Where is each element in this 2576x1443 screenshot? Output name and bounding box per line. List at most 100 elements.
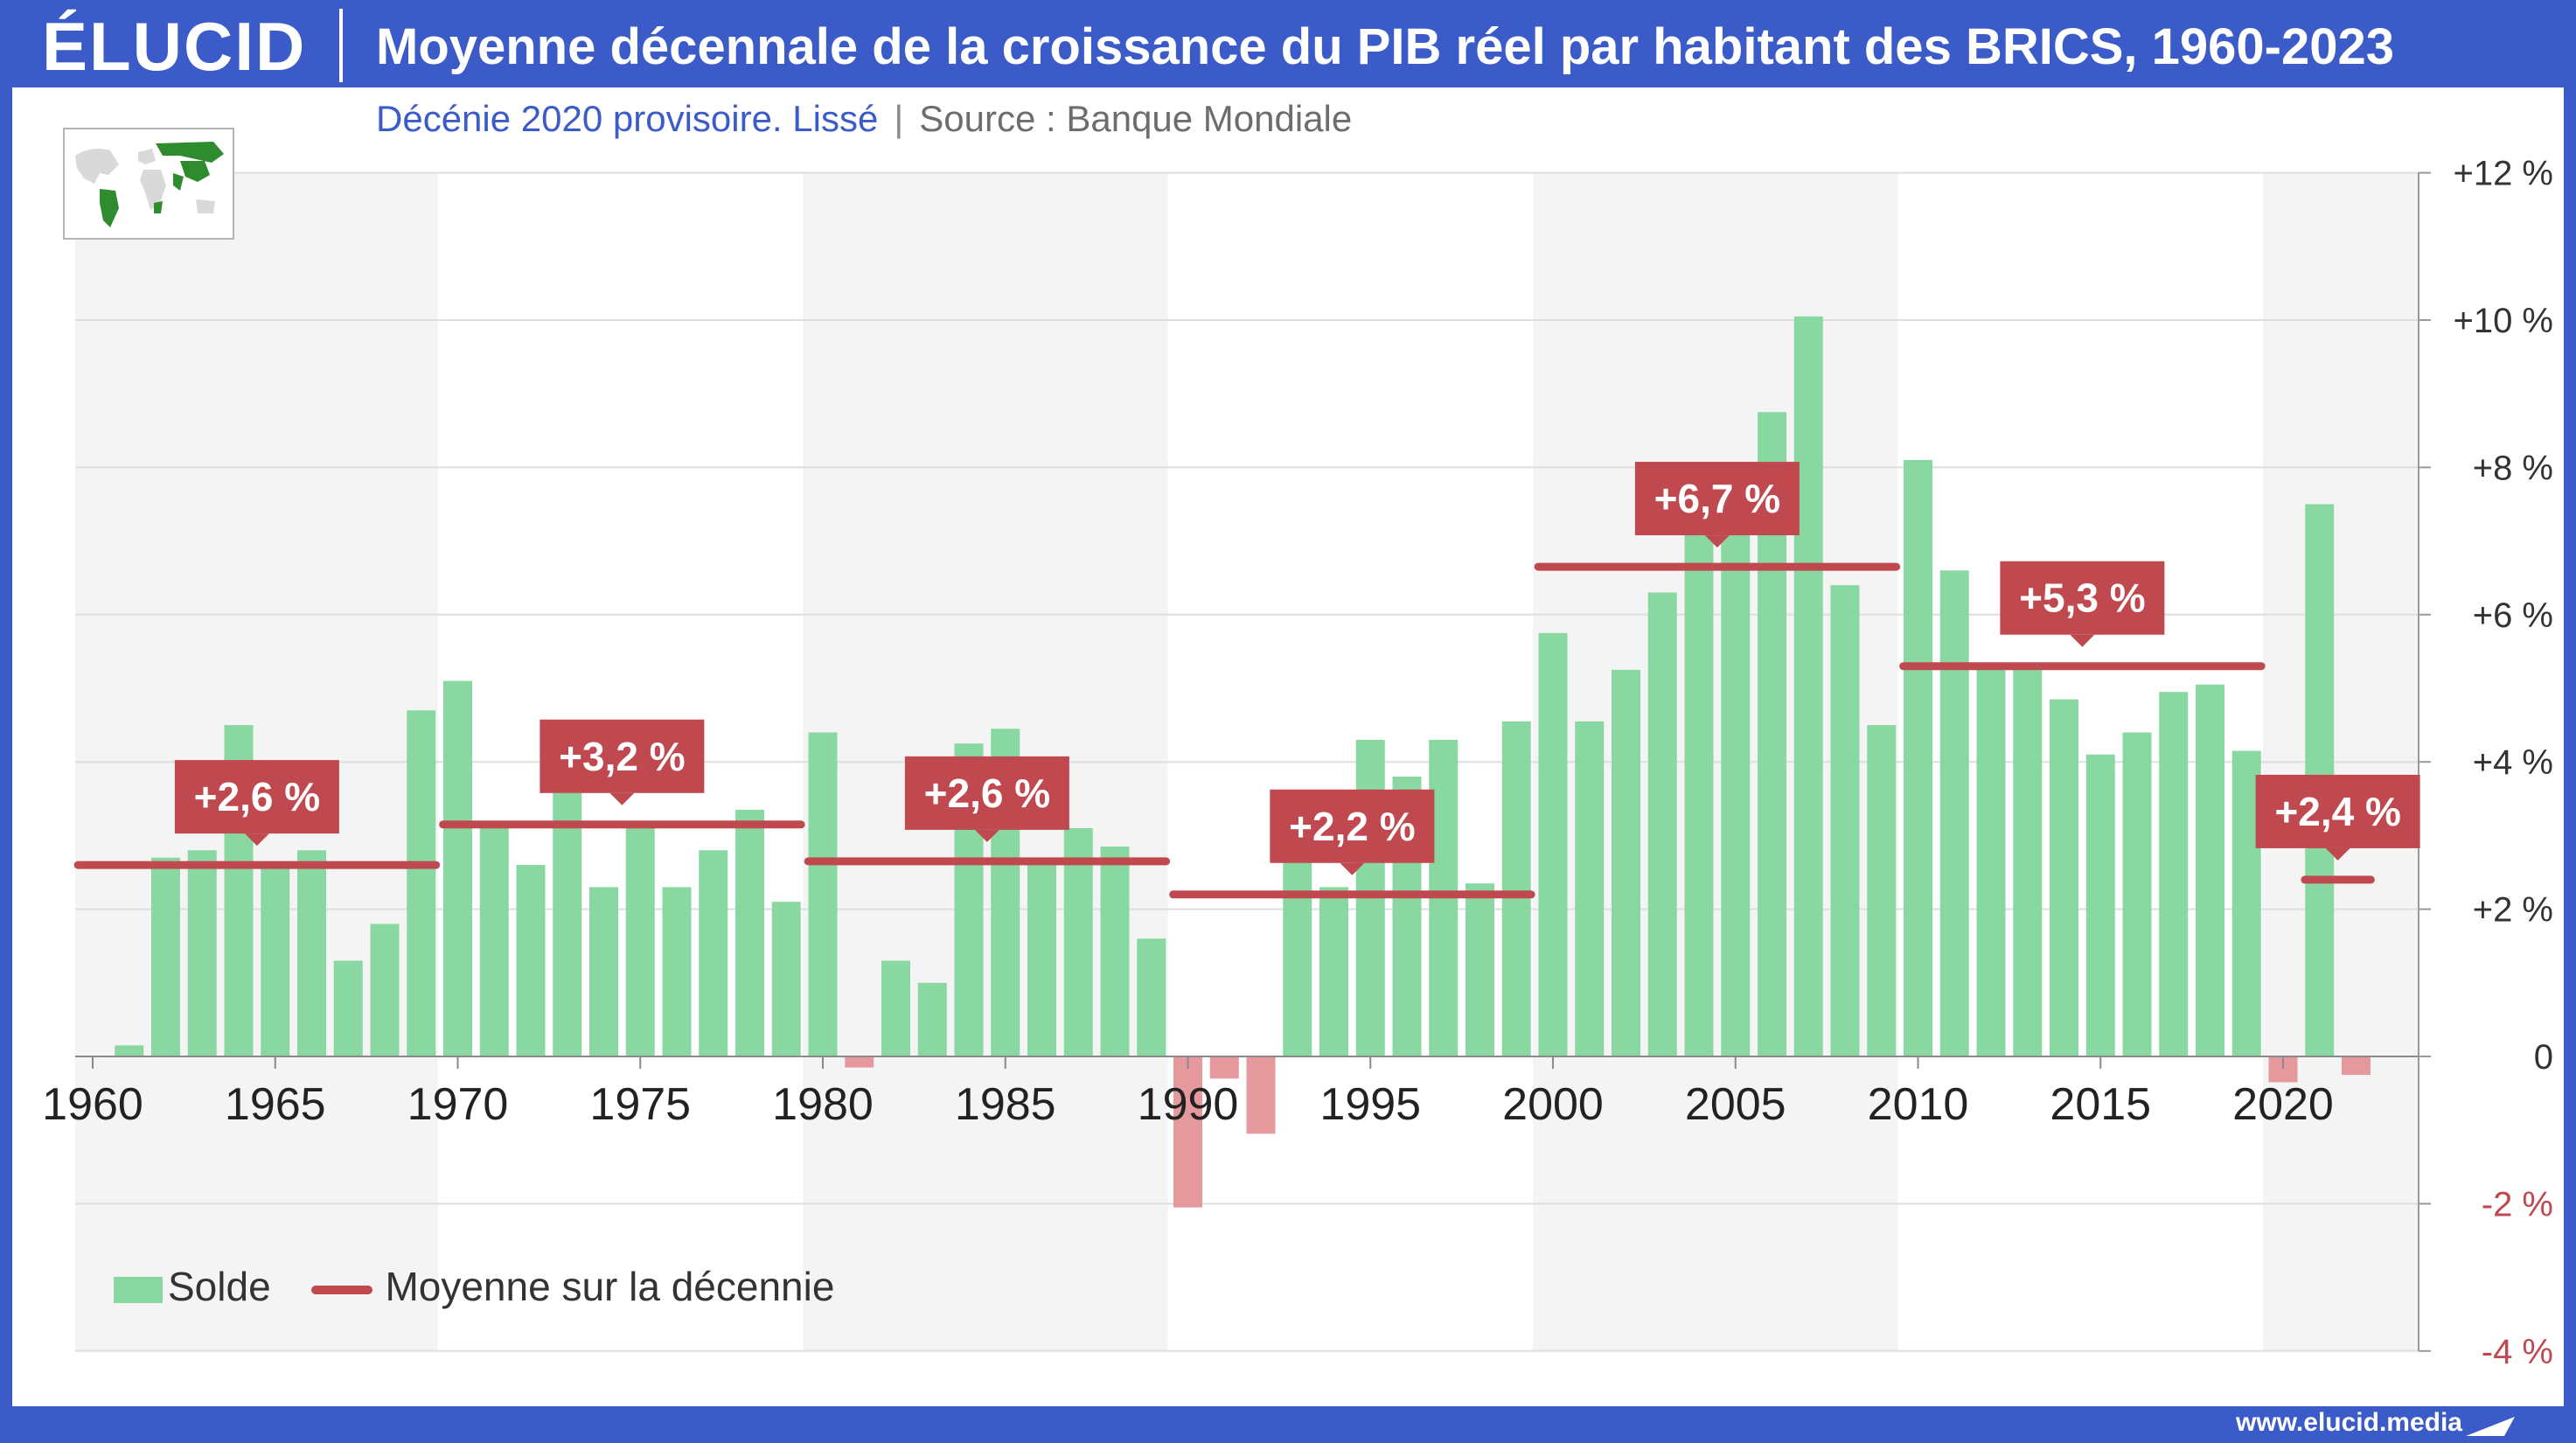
bar-1992 — [1246, 1056, 1276, 1134]
legend: Solde Moyenne sur la décennie — [114, 1259, 834, 1310]
average-label-1980: +2,6 % — [904, 756, 1069, 842]
average-lines — [73, 562, 2375, 899]
x-tick-label: 1975 — [589, 1079, 691, 1130]
bar-2010 — [1904, 459, 1932, 1056]
average-label-2021: +2,4 % — [2255, 774, 2420, 861]
bar-2016 — [2122, 732, 2152, 1056]
bars — [115, 316, 2371, 1208]
bar-2005 — [1721, 522, 1751, 1056]
bar-2008 — [1830, 585, 1860, 1056]
y-tick-label: +6 % — [2473, 596, 2553, 635]
footer-url[interactable]: www.elucid.media — [2236, 1408, 2462, 1437]
bar-1962 — [151, 857, 180, 1056]
bar-2011 — [1939, 570, 1969, 1056]
bar-1980 — [808, 732, 838, 1056]
bar-2002 — [1612, 669, 1640, 1056]
bar-2013 — [2013, 666, 2043, 1056]
average-label-1970: +3,2 % — [540, 719, 705, 805]
label-pointer — [244, 833, 269, 847]
bar-1993 — [1283, 847, 1312, 1056]
bar-1983 — [917, 982, 947, 1056]
bar-1966 — [297, 850, 326, 1056]
legend-item-line: Moyenne sur la décennie — [282, 1263, 834, 1310]
label-text: +3,2 % — [559, 734, 686, 779]
bar-1982 — [881, 960, 910, 1056]
y-tick-label: +8 % — [2473, 449, 2553, 487]
label-pointer — [2325, 847, 2350, 861]
bar-1972 — [516, 865, 546, 1056]
header: ÉLUCID Moyenne décennale de la croissanc… — [0, 0, 2576, 87]
average-label-1960: +2,6 % — [174, 760, 339, 847]
label-pointer — [1340, 862, 1365, 875]
average-label-2010: +5,3 % — [2000, 561, 2165, 647]
y-tick-label: 0 — [2534, 1038, 2553, 1077]
label-pointer — [609, 792, 635, 805]
y-tick-label: +12 % — [2453, 155, 2553, 193]
bar-2003 — [1647, 592, 1677, 1056]
label-box — [540, 719, 705, 793]
bar-2014 — [2050, 699, 2078, 1056]
bar-1961 — [115, 1045, 144, 1056]
y-tick-label: +10 % — [2453, 302, 2553, 340]
logo-separator — [339, 9, 343, 82]
label-text: +6,7 % — [1654, 476, 1781, 521]
bar-1999 — [1501, 721, 1531, 1056]
bar-1970 — [443, 680, 472, 1056]
world-map-icon — [63, 128, 234, 240]
x-tick-label: 1995 — [1319, 1079, 1421, 1130]
label-text: +5,3 % — [2019, 575, 2146, 621]
bar-1968 — [370, 924, 400, 1056]
elucid-arrow-icon — [2466, 1417, 2515, 1436]
bar-2007 — [1793, 316, 1823, 1056]
x-tick-label: 1965 — [225, 1079, 326, 1130]
x-tick-label: 1960 — [42, 1079, 143, 1130]
bar-2009 — [1867, 725, 1897, 1056]
legend-swatch-bars — [114, 1276, 163, 1303]
label-pointer — [2070, 634, 2095, 647]
subtitle-source: Source : Banque Mondiale — [919, 98, 1353, 139]
bar-2001 — [1575, 721, 1605, 1056]
average-label-1990: +2,2 % — [1270, 789, 1435, 875]
bar-1977 — [699, 850, 728, 1056]
x-tick-label: 1990 — [1138, 1079, 1239, 1130]
label-pointer — [1704, 535, 1730, 548]
subtitle: Décénie 2020 provisoire. Lissé | Source : … — [376, 98, 1352, 140]
y-tick-label: -4 % — [2482, 1333, 2553, 1371]
x-tick-label: 2000 — [1502, 1079, 1604, 1130]
bar-1974 — [589, 887, 618, 1056]
bar-1991 — [1209, 1056, 1239, 1079]
bar-2000 — [1538, 632, 1568, 1056]
label-box — [904, 756, 1069, 830]
bar-1965 — [261, 865, 290, 1056]
bar-2004 — [1684, 533, 1714, 1056]
legend-label-bars: Solde — [168, 1263, 271, 1309]
x-tick-label: 1985 — [955, 1079, 1056, 1130]
label-text: +2,4 % — [2274, 789, 2401, 834]
bar-1990 — [1173, 1056, 1202, 1208]
bar-2012 — [1976, 666, 2006, 1056]
bar-1988 — [1100, 847, 1130, 1056]
y-tick-label: -2 % — [2482, 1185, 2553, 1223]
label-box — [1270, 789, 1435, 863]
x-tick-label: 2015 — [2050, 1079, 2151, 1130]
label-box — [2255, 774, 2420, 848]
chart-title: Moyenne décennale de la croissance du PI… — [376, 18, 2394, 75]
bar-1994 — [1319, 887, 1348, 1056]
bar-1963 — [187, 850, 217, 1056]
bar-1975 — [625, 820, 655, 1056]
label-box — [2000, 561, 2165, 635]
bar-1981 — [845, 1056, 874, 1068]
x-tick-label: 2005 — [1685, 1079, 1786, 1130]
legend-item-bars: Solde — [114, 1263, 271, 1310]
subtitle-separator: | — [894, 98, 904, 139]
label-pointer — [974, 829, 999, 842]
bar-2015 — [2085, 754, 2115, 1056]
bar-1978 — [735, 809, 764, 1056]
brand-logo[interactable]: ÉLUCID — [42, 8, 307, 85]
label-text: +2,6 % — [194, 774, 321, 819]
bar-2018 — [2196, 684, 2224, 1056]
legend-swatch-line — [311, 1285, 373, 1294]
y-tick-label: +4 % — [2473, 743, 2553, 782]
